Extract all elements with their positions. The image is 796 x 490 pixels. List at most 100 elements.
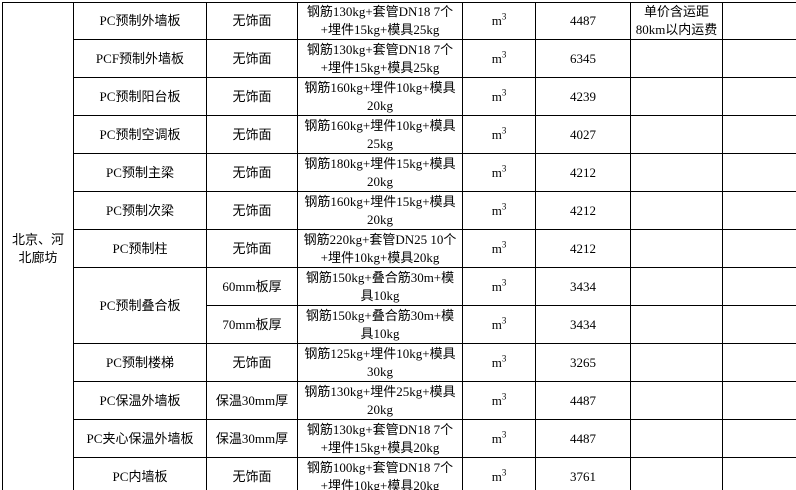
table-row: PC预制叠合板 60mm板厚 钢筋150kg+叠合筋30m+模具10kg m3 …	[3, 267, 796, 344]
unit-base: m	[491, 13, 502, 28]
note-cell	[630, 343, 723, 382]
price-cell: 4212	[535, 229, 631, 268]
unit-exponent: 3	[501, 201, 507, 212]
price-cell: 4487	[535, 381, 631, 420]
note-cell	[630, 191, 723, 230]
extra-cell	[722, 343, 796, 382]
materials-cell: 钢筋160kg+埋件15kg+模具20kg	[297, 191, 463, 230]
table-row: PCF预制外墙板 无饰面 钢筋130kg+套管DN18 7个+埋件15kg+模具…	[3, 39, 796, 78]
finish-cell: 70mm板厚	[206, 305, 298, 344]
component-cell: PC预制楼梯	[73, 343, 207, 382]
component-cell: PC预制空调板	[73, 115, 207, 154]
price-cell: 4212	[535, 153, 631, 192]
materials-cell: 钢筋130kg+套管DN18 7个+埋件15kg+模具20kg	[297, 419, 463, 458]
unit-cell: m3	[462, 343, 536, 382]
price-cell: 3434	[535, 305, 631, 344]
component-cell: PC预制叠合板	[73, 267, 207, 344]
note-cell: 单价含运距80km以内运费	[630, 2, 723, 40]
unit-base: m	[491, 392, 502, 408]
unit-cell: m3	[462, 115, 536, 154]
unit-base: m	[491, 88, 502, 104]
unit-base: m	[491, 164, 502, 180]
table-row: PC预制空调板 无饰面 钢筋160kg+埋件10kg+模具25kg m3 402…	[3, 115, 796, 154]
price-cell: 4027	[535, 115, 631, 154]
finish-cell: 无饰面	[206, 39, 298, 78]
table-row: PC保温外墙板 保温30mm厚 钢筋130kg+埋件25kg+模具20kg m3…	[3, 381, 796, 420]
unit-cell: m3	[462, 2, 536, 40]
unit-exponent: 3	[501, 49, 507, 60]
component-cell: PC预制阳台板	[73, 77, 207, 116]
finish-cell: 无饰面	[206, 115, 298, 154]
finish-cell: 60mm板厚	[206, 267, 298, 306]
extra-cell	[722, 305, 796, 344]
unit-base: m	[491, 354, 502, 370]
materials-cell: 钢筋220kg+套管DN25 10个+埋件10kg+模具20kg	[297, 229, 463, 268]
finish-cell: 无饰面	[206, 153, 298, 192]
table-row: PC预制阳台板 无饰面 钢筋160kg+埋件10kg+模具20kg m3 423…	[3, 77, 796, 116]
materials-cell: 钢筋150kg+叠合筋30m+模具10kg	[297, 267, 463, 306]
price-cell: 4487	[535, 2, 631, 40]
unit-cell: m3	[462, 191, 536, 230]
note-cell	[630, 77, 723, 116]
materials-cell: 钢筋125kg+埋件10kg+模具30kg	[297, 343, 463, 382]
component-cell: PC保温外墙板	[73, 381, 207, 420]
unit-base: m	[491, 430, 502, 446]
extra-cell	[722, 77, 796, 116]
note-cell	[630, 153, 723, 192]
finish-cell: 保温30mm厚	[206, 419, 298, 458]
materials-cell: 钢筋160kg+埋件10kg+模具25kg	[297, 115, 463, 154]
component-cell: PCF预制外墙板	[73, 39, 207, 78]
finish-cell: 无饰面	[206, 229, 298, 268]
price-cell: 4239	[535, 77, 631, 116]
finish-cell: 保温30mm厚	[206, 381, 298, 420]
extra-cell	[722, 153, 796, 192]
price-cell: 3761	[535, 457, 631, 490]
unit-exponent: 3	[501, 87, 507, 98]
extra-cell	[722, 2, 796, 40]
component-cell: PC预制主梁	[73, 153, 207, 192]
unit-exponent: 3	[501, 467, 507, 478]
materials-cell: 钢筋130kg+埋件25kg+模具20kg	[297, 381, 463, 420]
extra-cell	[722, 191, 796, 230]
component-cell: PC预制外墙板	[73, 2, 207, 40]
unit-cell: m3	[462, 77, 536, 116]
unit-base: m	[491, 240, 502, 256]
extra-cell	[722, 419, 796, 458]
unit-base: m	[491, 468, 502, 484]
unit-exponent: 3	[501, 239, 507, 250]
note-cell	[630, 267, 723, 306]
note-cell	[630, 305, 723, 344]
table-row: PC预制主梁 无饰面 钢筋180kg+埋件15kg+模具20kg m3 4212	[3, 153, 796, 192]
unit-exponent: 3	[501, 11, 507, 22]
finish-cell: 无饰面	[206, 77, 298, 116]
materials-cell: 钢筋130kg+套管DN18 7个+埋件15kg+模具25kg	[297, 39, 463, 78]
unit-cell: m3	[462, 305, 536, 344]
component-cell: PC预制柱	[73, 229, 207, 268]
unit-exponent: 3	[501, 163, 507, 174]
extra-cell	[722, 381, 796, 420]
price-cell: 4487	[535, 419, 631, 458]
price-cell: 3434	[535, 267, 631, 306]
extra-cell	[722, 457, 796, 490]
unit-cell: m3	[462, 457, 536, 490]
region-cell: 北京、河北廊坊	[2, 2, 74, 490]
unit-exponent: 3	[501, 391, 507, 402]
price-cell: 3265	[535, 343, 631, 382]
table-row: PC预制柱 无饰面 钢筋220kg+套管DN25 10个+埋件10kg+模具20…	[3, 229, 796, 268]
unit-cell: m3	[462, 153, 536, 192]
note-cell	[630, 457, 723, 490]
materials-cell: 钢筋180kg+埋件15kg+模具20kg	[297, 153, 463, 192]
table-row: PC夹心保温外墙板 保温30mm厚 钢筋130kg+套管DN18 7个+埋件15…	[3, 419, 796, 458]
unit-base: m	[491, 126, 502, 142]
table-row: PC内墙板 无饰面 钢筋100kg+套管DN18 7个+埋件10kg+模具20k…	[3, 457, 796, 490]
unit-exponent: 3	[501, 125, 507, 136]
note-cell	[630, 419, 723, 458]
unit-base: m	[491, 50, 502, 66]
unit-cell: m3	[462, 39, 536, 78]
component-cell: PC预制次梁	[73, 191, 207, 230]
finish-cell: 无饰面	[206, 191, 298, 230]
extra-cell	[722, 229, 796, 268]
